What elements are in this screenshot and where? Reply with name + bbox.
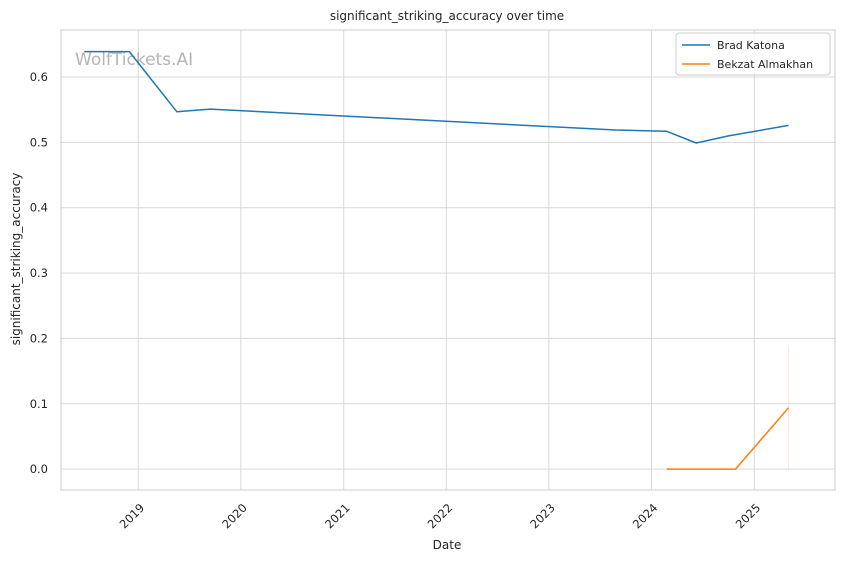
x-axis-title: Date [433,538,462,552]
grid [61,30,835,490]
chart-title: significant_striking_accuracy over time [330,9,564,23]
plot-area-frame [60,29,836,491]
y-axis-title: significant_striking_accuracy [9,173,23,346]
series-line-1 [84,50,789,144]
y-axis-ticks: 0.0 0.1 0.2 0.3 0.4 0.5 0.6 [30,70,48,476]
legend-box [675,32,831,76]
y-tick-label: 0.1 [30,397,48,411]
y-tick-label: 0.6 [30,70,48,84]
watermark-text: WolfTickets.AI [75,50,193,70]
legend: Brad Katona Bekzat Almakhan [675,32,831,76]
series-layer [84,50,790,470]
y-tick-label: 0.0 [30,462,48,476]
y-tick-label: 0.2 [30,331,48,345]
y-tick-label: 0.5 [30,135,48,149]
series-line-2 [666,407,790,470]
legend-entry-label: Brad Katona [717,39,785,52]
legend-entry-label: Bekzat Almakhan [717,58,813,71]
y-tick-label: 0.3 [30,266,48,280]
y-tick-label: 0.4 [30,201,48,215]
